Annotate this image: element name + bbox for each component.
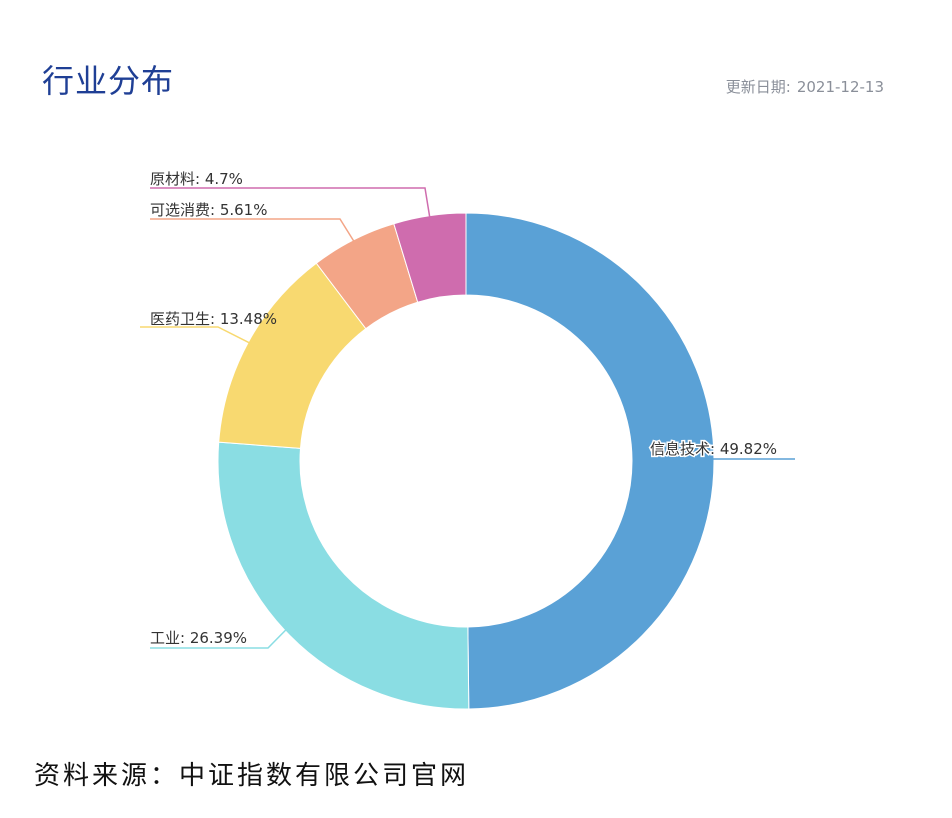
donut-slices [217,212,715,710]
update-date-label: 更新日期: [725,78,791,96]
industry-donut-chart: 信息技术: 49.82% 工业: 26.39% 医药卫生: 13.48% 可选消费: … [140,170,795,710]
slice-label-2: 工业: 26.39% [150,629,247,647]
source-note: 资料来源：中证指数有限公司官网 [34,761,470,791]
page-title: 行业分布 [42,62,175,100]
leader-line-2 [150,628,288,649]
slice-label-5: 原材料: 4.7% [150,170,243,188]
donut-slice-5[interactable] [393,212,467,303]
slice-label-1: 信息技术: 49.82% [650,440,777,458]
leader-line-4 [150,218,355,243]
donut-slice-2[interactable] [217,441,470,710]
slice-labels: 信息技术: 49.82% 工业: 26.39% 医药卫生: 13.48% 可选消费: … [150,170,779,647]
donut-slice-1[interactable] [465,212,715,710]
slice-label-3: 医药卫生: 13.48% [150,310,277,328]
update-date-value: 2021-12-13 [796,78,884,96]
update-date: 更新日期: 2021-12-13 [726,76,884,97]
leader-line-5 [150,187,431,218]
label-leader-lines [140,187,795,649]
leader-line-1 [644,458,795,461]
slice-label-4: 可选消费: 5.61% [150,201,267,219]
leader-line-3 [140,326,251,344]
